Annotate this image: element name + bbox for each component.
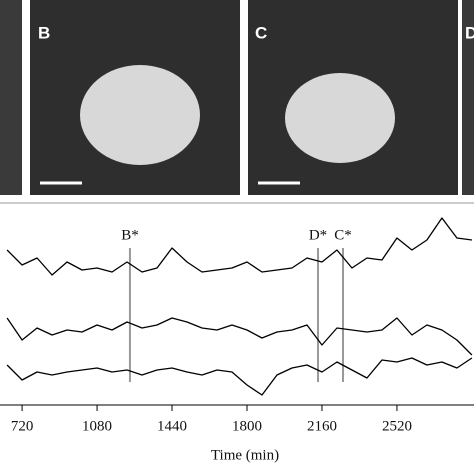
urchin [80,65,200,165]
panel-label: C [255,23,267,42]
trace [6,357,473,396]
event-label: B* [121,227,139,243]
photo-panels: B C D [0,0,474,195]
x-tick-label: 2160 [307,418,337,434]
urchin [285,73,395,163]
trace [6,317,473,356]
x-tick-label: 1080 [82,418,112,434]
x-tick-label: 720 [11,418,34,434]
panel-label: B [38,23,50,42]
photo [462,0,474,195]
x-tick-label: 1440 [157,418,187,434]
x-tick-label: 2520 [382,418,412,434]
x-axis-label: Time (min) [211,447,279,463]
event-label: D* [309,227,327,243]
panel-label: D [465,23,474,42]
x-tick-label: 1800 [232,418,262,434]
photo [0,0,22,195]
trace [6,217,473,276]
event-label: C* [334,227,352,243]
